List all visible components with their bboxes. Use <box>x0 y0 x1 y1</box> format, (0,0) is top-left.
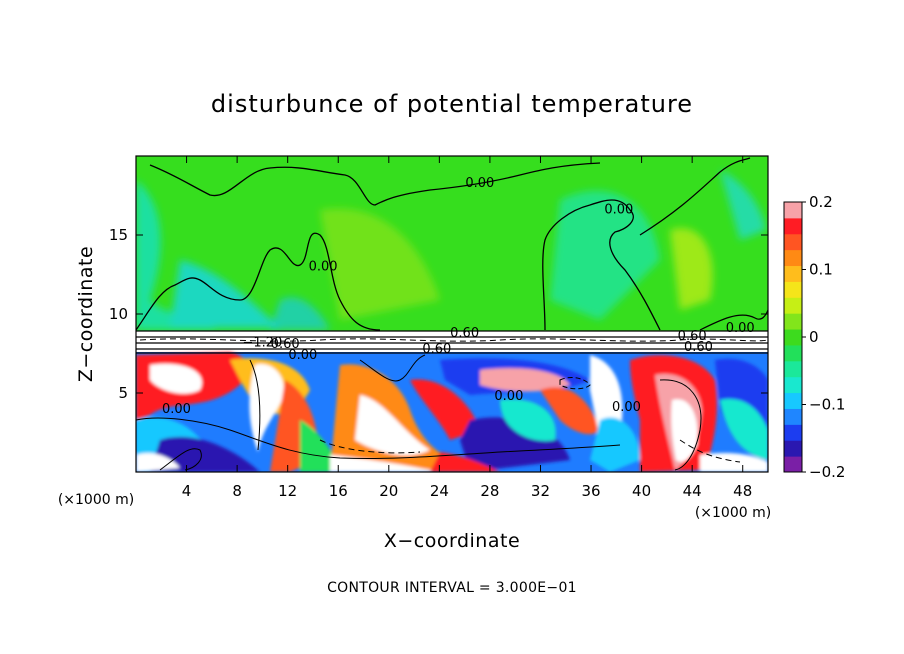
x-tick-label: 44 <box>683 482 702 500</box>
colorbar-tick-label: −0.2 <box>809 463 845 481</box>
contour-label: 0.00 <box>604 203 633 218</box>
contour-label: 0.60 <box>422 342 451 357</box>
contour-lines <box>136 157 768 471</box>
colorbar-swatch <box>784 202 802 219</box>
contour-label: 0.00 <box>288 348 317 363</box>
colorbar-ticks: 0.2 0.1 0 −0.1 −0.2 <box>802 193 845 481</box>
colorbar-tick-label: 0 <box>809 328 819 346</box>
x-tick-label: 16 <box>329 482 348 500</box>
colorbar-swatch <box>784 249 802 267</box>
contour-label: 0.60 <box>271 337 300 352</box>
y-axis: 5 10 15 <box>109 226 768 402</box>
colorbar-swatch <box>784 440 802 457</box>
contour-label: 0.00 <box>162 402 191 417</box>
colorbar-tick-label: −0.1 <box>809 396 845 414</box>
colorbar-swatch <box>784 217 802 235</box>
colorbar <box>783 201 803 473</box>
x-tick-label: 20 <box>379 482 398 500</box>
contour-label: 0.00 <box>465 176 494 191</box>
colorbar-swatch <box>784 344 802 362</box>
colorbar-swatch <box>784 313 802 330</box>
y-tick-label: 15 <box>109 226 128 244</box>
chart-title: disturbunce of potential temperature <box>211 90 693 118</box>
x-unit-right: (×1000 m) <box>695 505 771 521</box>
x-tick-label: 12 <box>278 482 297 500</box>
contour-interval-note: CONTOUR INTERVAL = 3.000E−01 <box>327 580 577 596</box>
colorbar-swatch <box>784 360 802 378</box>
x-tick-label: 28 <box>480 482 499 500</box>
colorbar-swatch <box>784 329 802 346</box>
contour-label: 0.00 <box>494 389 523 404</box>
contour-label: 0.00 <box>309 260 338 275</box>
x-axis-label: X−coordinate <box>384 530 520 552</box>
contour-label: −1.20 <box>242 335 282 350</box>
lower-field-texture <box>136 352 768 472</box>
x-unit-left: (×1000 m) <box>58 492 134 508</box>
colorbar-swatch <box>784 376 802 394</box>
y-tick-label: 10 <box>109 305 128 323</box>
x-tick-label: 4 <box>182 482 192 500</box>
x-tick-label: 48 <box>733 482 752 500</box>
x-tick-label: 36 <box>581 482 600 500</box>
x-tick-label: 32 <box>531 482 550 500</box>
contour-labels: 0.000.000.000.60−1.200.600.00 0.600.000.0… <box>162 176 755 417</box>
y-axis-label: Z−coordinate <box>75 246 97 382</box>
colorbar-swatch <box>784 424 802 441</box>
colorbar-tick-label: 0.1 <box>809 261 833 279</box>
x-tick-label: 8 <box>232 482 242 500</box>
colorbar-swatch <box>784 408 802 425</box>
colorbar-swatch <box>784 297 802 314</box>
colorbar-swatch <box>784 233 802 251</box>
plot-area <box>136 156 768 472</box>
upper-field-texture <box>136 170 766 330</box>
x-tick-label: 24 <box>430 482 449 500</box>
y-tick-label: 5 <box>118 384 128 402</box>
colorbar-tick-label: 0.2 <box>809 193 833 211</box>
colorbar-swatch <box>784 456 802 473</box>
x-tick-label: 40 <box>632 482 651 500</box>
contour-label: 0.60 <box>684 340 713 355</box>
colorbar-swatch <box>784 392 802 409</box>
contour-label: 0.00 <box>612 400 641 415</box>
colorbar-swatch <box>784 281 802 298</box>
contour-label: 0.00 <box>726 321 755 336</box>
x-axis: 4 8 12 16 20 24 28 32 36 40 44 48 <box>182 156 752 500</box>
contour-label: 0.60 <box>450 326 479 341</box>
contour-label: 0.60 <box>678 329 707 344</box>
colorbar-swatch <box>784 265 802 282</box>
